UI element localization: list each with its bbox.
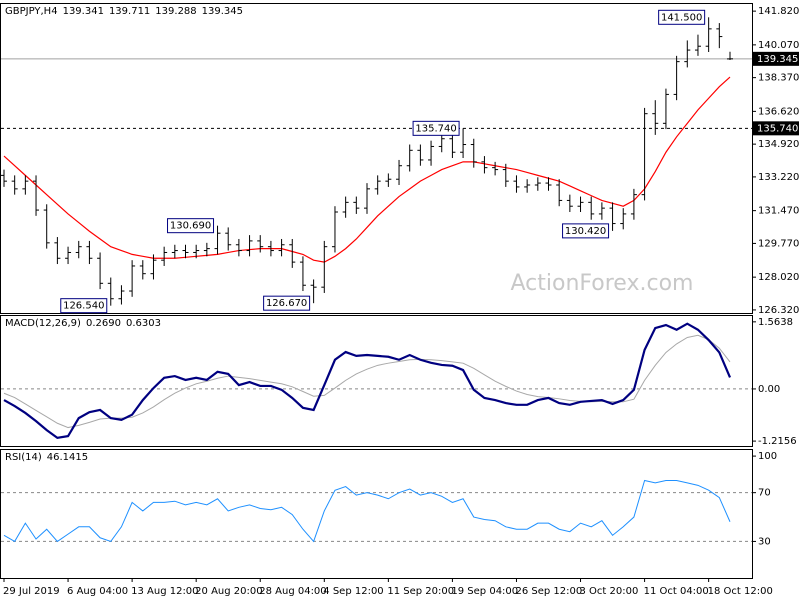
panel-readout: 0.6303 (126, 318, 161, 329)
level-box (753, 121, 799, 136)
last-price-box (753, 51, 799, 66)
panel-readout: 139.345 (202, 6, 243, 17)
x-tick-label: 28 Aug 04:00 (259, 586, 326, 597)
panel-readout: 139.288 (155, 6, 196, 17)
annotation-label: 135.740 (415, 123, 456, 134)
y-tick-label: 141.820 (758, 6, 799, 17)
y-tick-label: 131.470 (758, 206, 799, 217)
x-tick-label: 29 Jul 2019 (3, 586, 60, 597)
panel-header: MACD(12,26,9) 0.2690 0.6303 (5, 318, 161, 329)
y-tick-label: 133.220 (758, 172, 799, 183)
watermark: ActionForex.com (511, 271, 694, 296)
x-tick-label: 11 Sep 20:00 (387, 586, 454, 597)
panel-title: RSI(14) (5, 452, 42, 463)
panel-title: GBPJPY,H4 (5, 6, 58, 17)
y-tick-label: 140.070 (758, 40, 799, 51)
annotation-label: 130.420 (565, 226, 606, 237)
y-tick-label: -1.2156 (758, 436, 797, 447)
y-tick-label: 128.020 (758, 272, 799, 283)
moving-average (3, 76, 731, 263)
x-tick-label: 18 Oct 12:00 (708, 586, 773, 597)
panel-title: MACD(12,26,9) (5, 318, 81, 329)
y-tick-label: 70 (758, 488, 771, 499)
x-tick-label: 13 Aug 12:00 (131, 586, 198, 597)
macd-line (3, 322, 732, 440)
annotation-box (60, 298, 108, 314)
y-tick-label: 100 (758, 451, 777, 462)
x-tick-label: 3 Oct 20:00 (580, 586, 639, 597)
level-label: 135.740 (757, 123, 798, 134)
x-tick-label: 26 Sep 12:00 (515, 586, 582, 597)
annotation-label: 126.540 (63, 301, 104, 312)
panel-header: GBPJPY,H4 139.341 139.711 139.288 139.345 (5, 6, 243, 17)
y-tick-label: 30 (758, 536, 771, 547)
panel-readout: 139.341 (63, 6, 104, 17)
x-tick-label: 4 Sep 12:00 (323, 586, 383, 597)
y-tick-label: 0.00 (758, 384, 780, 395)
price-panel-frame (0, 3, 753, 314)
annotation-box (263, 295, 311, 311)
annotation-box (412, 120, 460, 136)
annotation-box (167, 218, 215, 234)
rsi-line (3, 479, 731, 543)
last-price-label: 139.345 (757, 54, 798, 65)
annotation-box (562, 223, 610, 239)
x-tick-label: 20 Aug 20:00 (195, 586, 262, 597)
rsi-panel-frame (0, 449, 753, 579)
y-tick-label: 134.920 (758, 139, 799, 150)
x-tick-label: 6 Aug 04:00 (67, 586, 128, 597)
panel-header: RSI(14) 46.1415 (5, 452, 88, 463)
y-tick-label: 1.5638 (758, 317, 793, 328)
y-tick-label: 129.770 (758, 238, 799, 249)
x-tick-label: 11 Oct 04:00 (644, 586, 709, 597)
panel-readout: 139.711 (109, 6, 150, 17)
macd-panel-frame (0, 315, 753, 447)
y-tick-label: 136.620 (758, 106, 799, 117)
y-tick-label: 126.320 (758, 305, 799, 316)
x-tick-label: 19 Sep 04:00 (451, 586, 518, 597)
annotation-label: 141.500 (661, 12, 702, 23)
annotation-label: 126.670 (266, 298, 307, 309)
panel-readout: 46.1415 (47, 452, 88, 463)
annotation-box (658, 9, 706, 25)
annotation-label: 130.690 (170, 221, 211, 232)
panel-readout: 0.2690 (86, 318, 121, 329)
y-tick-label: 138.370 (758, 73, 799, 84)
